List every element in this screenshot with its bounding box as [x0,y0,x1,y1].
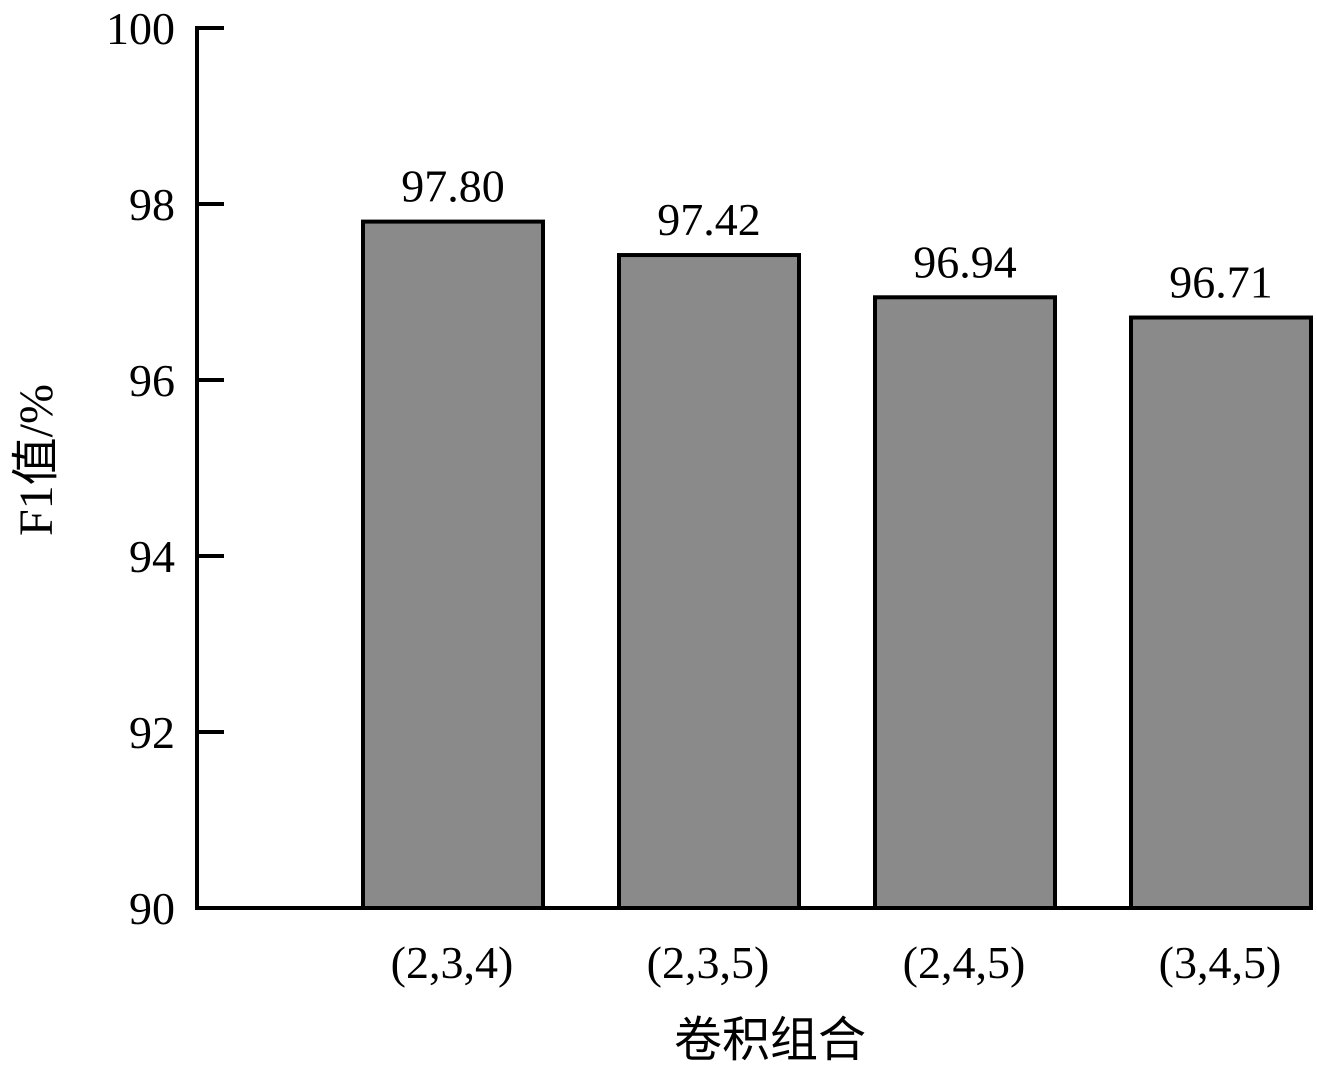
bar [361,219,545,911]
labels-layer: 97.80 (2,3,4) 97.42 (2,3,5) 96.94 (2,4,5) 96.7… [106,3,1281,988]
y-tick-label: 94 [129,531,175,582]
y-tick-label: 92 [129,707,175,758]
y-axis-title: F1值/% [10,384,63,536]
x-tick-label: (3,4,5) [1159,937,1282,988]
x-tick-label: (2,3,5) [647,937,770,988]
data-label: 97.42 [657,194,761,245]
data-label: 96.71 [1169,257,1273,308]
data-label: 97.80 [401,161,505,212]
y-tick-label: 98 [129,179,175,230]
x-tick-label: (2,4,5) [903,937,1026,988]
x-tick-label: (2,3,4) [391,937,514,988]
bar [873,295,1057,910]
axes-layer [195,26,1312,910]
x-axis-title: 卷积组合 [674,1014,866,1067]
y-tick-label: 96 [129,355,175,406]
bar [617,253,801,911]
bars-layer [361,219,1313,911]
y-tick-label: 100 [106,3,175,54]
data-label: 96.94 [913,236,1017,287]
y-tick-label: 90 [129,883,175,934]
bar [1129,315,1313,910]
